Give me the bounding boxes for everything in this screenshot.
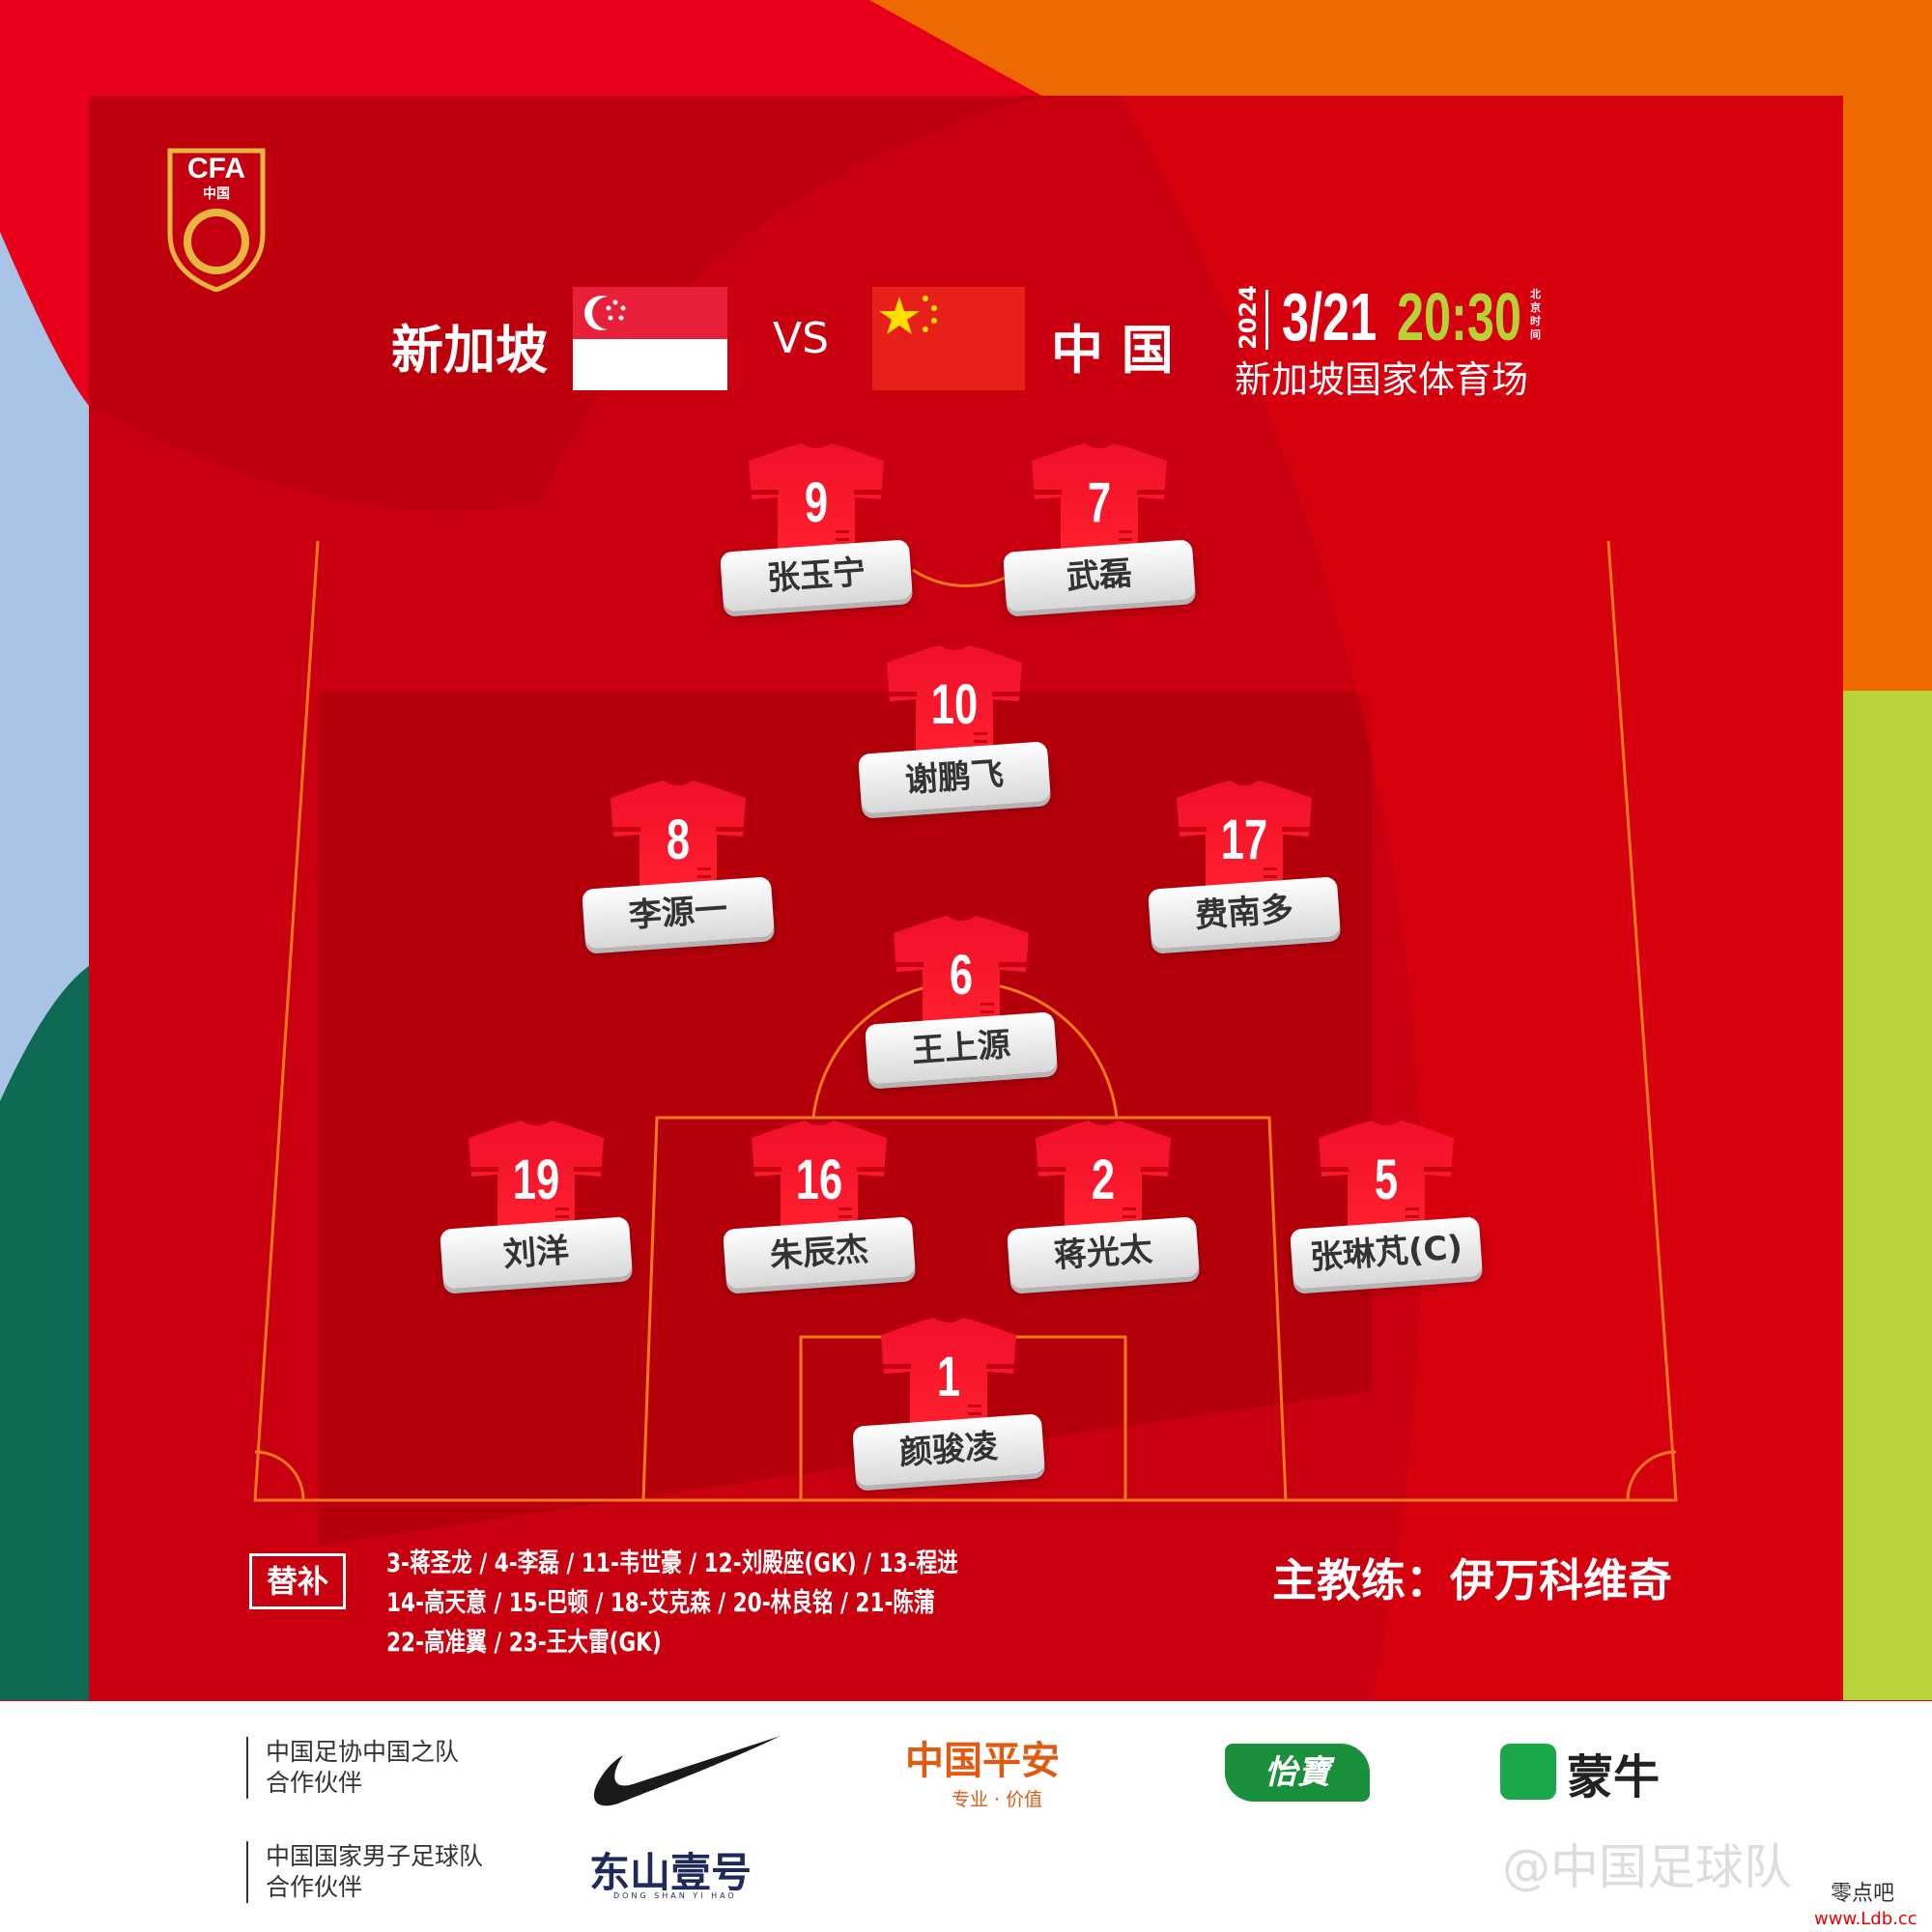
logo-text: CFA (187, 153, 245, 185)
player-jersey-icon: 17 (1172, 779, 1317, 895)
player-number: 19 (512, 1149, 560, 1211)
player-number: 1 (936, 1346, 961, 1408)
player-jersey-icon: 7 (1027, 441, 1172, 557)
singapore-flag-icon (573, 287, 727, 390)
mengniu-logo-icon (1500, 1744, 1556, 1800)
substitutes-line: 14-高天意 / 15-巴顿 / 18-艾克森 / 20-林良铭 / 21-陈蒲 (386, 1588, 935, 1618)
substitutes-line: 3-蒋圣龙 / 4-李磊 / 11-韦世豪 / 12-刘殿座(GK) / 13-… (386, 1548, 958, 1578)
home-team: 新加坡 (391, 320, 548, 381)
partner-label-line: 合作伙伴 (266, 1769, 363, 1797)
player-jersey-icon: 6 (889, 914, 1034, 1030)
pingan-logo: 中国平安 (905, 1739, 1060, 1783)
player-number: 2 (1091, 1149, 1116, 1211)
substitutes-line: 22-高准翼 / 23-王大雷(GK) (386, 1628, 662, 1658)
partner-label-2: 中国国家男子足球队 合作伙伴 (246, 1841, 483, 1903)
partner-label-line: 合作伙伴 (266, 1873, 363, 1901)
mengniu-logo: 蒙牛 (1567, 1750, 1661, 1804)
player-jersey-icon: 9 (744, 441, 889, 557)
away-team: 中 国 (1051, 320, 1174, 381)
china-flag-icon (872, 287, 1025, 390)
player-number: 17 (1220, 809, 1268, 871)
site-watermark-cn: 零点吧 (1831, 1882, 1895, 1906)
pingan-slogan: 专业 · 价值 (952, 1789, 1043, 1810)
player-number: 9 (804, 471, 829, 534)
nike-logo-icon (593, 1736, 781, 1806)
substitutes-list: 3-蒋圣龙 / 4-李磊 / 11-韦世豪 / 12-刘殿座(GK) / 13-… (386, 1544, 958, 1662)
partner-label-line: 中国国家男子足球队 (266, 1842, 484, 1870)
player-jersey-icon: 8 (606, 779, 751, 895)
player-jersey-icon: 1 (876, 1316, 1021, 1432)
match-time: 20:30 (1397, 279, 1521, 355)
logo-subtext: 中国 (203, 186, 230, 202)
head-coach: 主教练：伊万科维奇 (1272, 1554, 1672, 1606)
partner-label-1: 中国足协中国之队 合作伙伴 (246, 1737, 459, 1799)
player-jersey-icon: 5 (1314, 1119, 1459, 1235)
venue: 新加坡国家体育场 (1235, 358, 1529, 401)
player-jersey-icon: 16 (747, 1119, 892, 1235)
player-jersey-icon: 19 (464, 1119, 609, 1235)
match-year: 2024 (1235, 285, 1268, 350)
match-date: 3/21 (1282, 279, 1378, 355)
player-number: 6 (949, 944, 974, 1007)
yibao-logo: 怡寶 (1225, 1744, 1370, 1802)
dongshan-logo: 东山壹号 (589, 1849, 753, 1896)
cfa-logo: CFA 中国 (166, 147, 267, 293)
weibo-watermark: @中国足球队 (1502, 1839, 1792, 1895)
time-zone: 北京时间 (1530, 288, 1541, 341)
site-watermark: www.Ldb.cc (1814, 1909, 1918, 1929)
player-jersey-icon: 10 (882, 643, 1027, 759)
player-jersey-icon: 2 (1031, 1119, 1176, 1235)
player-number: 7 (1087, 471, 1112, 534)
vs-label: VS (773, 314, 830, 363)
substitutes-label: 替补 (249, 1553, 346, 1609)
dongshan-pinyin: DONG SHAN YI HAO (613, 1891, 737, 1900)
player-number: 8 (666, 809, 691, 871)
player-number: 16 (795, 1149, 843, 1211)
player-number: 5 (1374, 1149, 1399, 1211)
player-number: 10 (930, 673, 979, 736)
partner-label-line: 中国足协中国之队 (266, 1738, 460, 1766)
